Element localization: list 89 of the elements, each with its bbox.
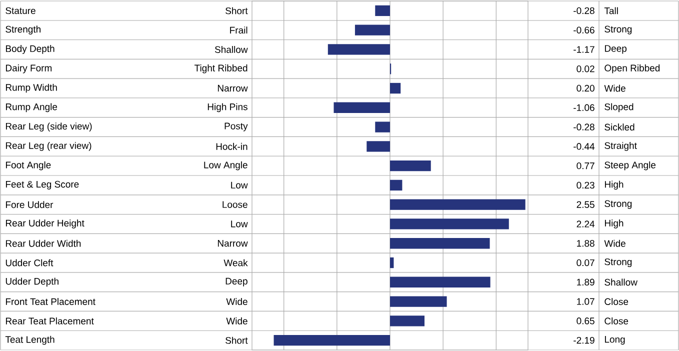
text: Low	[231, 220, 248, 228]
bar	[390, 160, 431, 172]
text: Close	[604, 317, 628, 324]
text: Narrow	[218, 84, 248, 92]
y-tick-label: Stature	[6, 7, 36, 14]
text: Wide	[226, 317, 248, 324]
text: Wide	[604, 84, 626, 92]
bar	[390, 276, 490, 288]
y-tick-label: Rear Udder Height	[6, 220, 84, 228]
data-label: -2.19	[574, 336, 594, 344]
text: Long	[604, 336, 625, 345]
data-label: 0.20	[576, 84, 594, 92]
bar	[354, 24, 390, 36]
text: Low Angle	[204, 161, 248, 170]
text: Short	[226, 336, 248, 344]
bar	[390, 82, 401, 94]
text: Narrow	[218, 240, 248, 247]
y-tick-label: Strength	[6, 26, 41, 35]
y-tick-label: Rump Width	[6, 84, 57, 93]
text: Strong	[604, 26, 632, 34]
data-label: -1.06	[574, 104, 594, 111]
text: High Pins	[208, 103, 248, 112]
data-label: -0.28	[574, 124, 594, 130]
text: Wide	[226, 298, 248, 306]
data-label: 0.23	[576, 182, 594, 189]
text: Deep	[604, 45, 627, 54]
text: Shallow	[214, 46, 248, 53]
bar	[366, 141, 390, 152]
data-label: 0.02	[576, 65, 594, 72]
y-tick-label: Rear Udder Width	[6, 240, 81, 247]
bar	[328, 44, 390, 55]
y-tick-label: Front Teat Placement	[6, 298, 96, 306]
text: Tall	[604, 7, 618, 14]
data-label: 1.88	[577, 240, 594, 247]
bar	[390, 180, 402, 191]
data-label: 0.77	[576, 162, 594, 170]
y-tick-label: Body Depth	[6, 45, 54, 54]
data-label: 1.89	[577, 278, 594, 286]
data-label: 1.07	[577, 298, 594, 305]
bar	[390, 238, 490, 249]
bar	[334, 102, 390, 113]
text: Low	[231, 182, 248, 189]
data-label: 2.24	[576, 220, 595, 228]
y-tick-label: Rear Leg (side view)	[6, 122, 92, 132]
text: Short	[226, 7, 248, 14]
text: Steep Angle	[604, 161, 656, 170]
y-tick-label: Rear Leg (rear view)	[6, 142, 92, 151]
text: Straight	[604, 142, 637, 151]
data-label: 0.65	[576, 318, 594, 324]
y-tick-label: Fore Udder	[6, 201, 54, 208]
text: Loose	[222, 201, 248, 208]
bar	[390, 296, 447, 307]
data-label: 2.55	[576, 201, 594, 208]
y-tick-label: Feet & Leg Score	[6, 180, 79, 190]
text: Sloped	[604, 103, 634, 112]
bar	[390, 199, 526, 210]
text: Strong	[604, 200, 632, 209]
bar	[390, 257, 394, 268]
bar	[274, 334, 390, 346]
data-label: 0.07	[576, 259, 594, 266]
bar	[375, 5, 390, 16]
text: Shallow	[604, 278, 638, 286]
text: Sickled	[604, 124, 634, 131]
y-tick-label: Udder Cleft	[6, 259, 54, 266]
data-label: -1.17	[574, 46, 594, 53]
text: Posty	[224, 122, 248, 132]
text: Weak	[224, 259, 248, 266]
text: Hock-in	[216, 142, 248, 150]
y-tick-label: Foot Angle	[6, 161, 51, 170]
y-tick-label: Teat Length	[5, 336, 54, 345]
text: High	[604, 220, 624, 228]
text: Close	[604, 298, 628, 306]
y-tick-label: Rear Teat Placement	[6, 317, 94, 324]
data-label: -0.66	[574, 26, 594, 34]
bar	[375, 122, 390, 132]
y-tick-label: Rump Angle	[6, 103, 58, 112]
bar	[390, 316, 425, 326]
y-tick-label: Udder Depth	[6, 278, 58, 287]
data-label: -0.44	[574, 143, 595, 150]
text: Strong	[604, 258, 632, 268]
data-label: -0.28	[574, 7, 594, 14]
text: Deep	[226, 278, 248, 286]
text: Open Ribbed	[604, 64, 660, 74]
y-tick-label: Dairy Form	[6, 64, 52, 74]
text: Frail	[230, 26, 248, 34]
text: Wide	[604, 240, 626, 247]
bar	[390, 218, 509, 230]
text: Tight Ribbed	[194, 64, 248, 74]
text: High	[604, 180, 624, 190]
